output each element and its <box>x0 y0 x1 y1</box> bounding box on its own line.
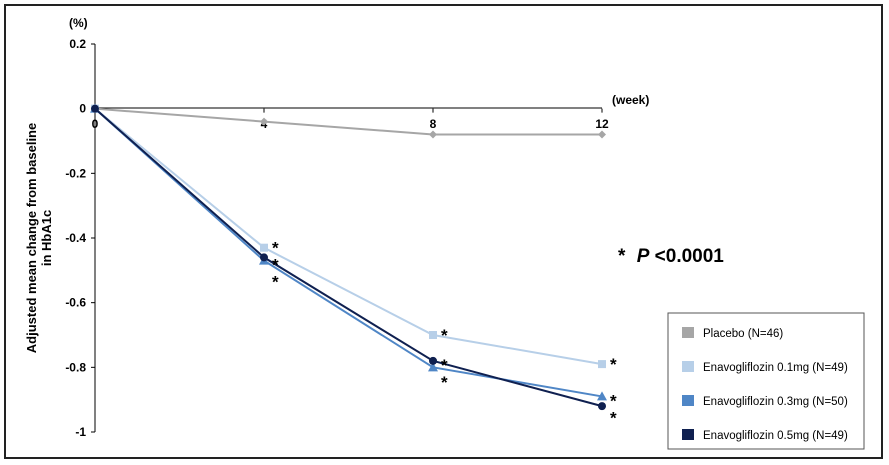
data-point <box>429 130 437 139</box>
y-tick-label: -1 <box>75 425 86 439</box>
y-tick-label: 0.2 <box>69 37 86 51</box>
legend-box <box>667 312 865 450</box>
significance-star: * <box>610 391 617 410</box>
y-tick-label: -0.2 <box>65 166 86 180</box>
y-tick-label: -0.4 <box>65 231 86 245</box>
series-1 <box>91 104 606 369</box>
series-line <box>94 107 603 408</box>
legend-swatch <box>682 327 694 338</box>
significance-star: * <box>441 356 448 375</box>
x-unit-label: (week) <box>612 93 649 107</box>
legend-label: Enavogliflozin 0.5mg (N=49) <box>703 430 848 442</box>
significance-star: * <box>441 373 448 392</box>
significance-star: * <box>272 273 279 292</box>
x-tick-label: 8 <box>430 117 437 131</box>
y-tick-label: -0.6 <box>65 296 86 310</box>
legend-swatch <box>682 395 694 406</box>
data-point <box>429 356 437 365</box>
significance-note-value: <0.0001 <box>655 246 725 267</box>
legend-label: Enavogliflozin 0.1mg (N=49) <box>703 362 848 374</box>
series-line <box>94 107 602 136</box>
significance-note: * P <0.0001 <box>618 246 724 267</box>
legend-item: Placebo (N=46) <box>682 327 783 340</box>
legend-swatch <box>682 429 694 440</box>
legend-item: Enavogliflozin 0.1mg (N=49) <box>682 361 848 374</box>
significance-star: * <box>441 326 448 345</box>
series-0 <box>91 104 606 139</box>
data-point <box>260 253 268 262</box>
y-tick-label: 0 <box>79 102 86 116</box>
y-axis-title-line2: in HbA1c <box>39 210 54 266</box>
legend-label: Placebo (N=46) <box>703 328 783 340</box>
significance-note-p: P <box>637 246 650 267</box>
y-tick-label: -0.8 <box>65 360 86 374</box>
y-unit-label: (%) <box>69 16 88 30</box>
significance-star: * <box>610 355 617 374</box>
significance-star: * <box>610 408 617 427</box>
x-tick-label: 12 <box>595 117 609 131</box>
data-point <box>598 402 606 411</box>
legend-label: Enavogliflozin 0.3mg (N=50) <box>703 396 848 408</box>
data-point <box>428 362 438 372</box>
significance-star: * <box>272 239 279 258</box>
x-tick-label: 0 <box>92 117 99 131</box>
series-line <box>94 107 603 398</box>
series-3 <box>91 104 606 411</box>
legend-item: Enavogliflozin 0.3mg (N=50) <box>682 395 848 408</box>
data-point <box>91 104 99 113</box>
significance-star: * <box>272 256 279 275</box>
data-point <box>598 360 606 369</box>
legend-swatch <box>682 361 694 372</box>
y-axis-title-line1: Adjusted mean change from baseline <box>24 123 39 353</box>
legend-item: Enavogliflozin 0.5mg (N=49) <box>682 429 848 442</box>
series-2 <box>90 103 607 401</box>
data-point <box>260 243 268 252</box>
data-point <box>597 391 607 401</box>
data-point <box>429 331 437 339</box>
series-line <box>94 107 603 366</box>
data-point <box>260 117 268 126</box>
significance-note-star: * <box>618 246 626 267</box>
data-point <box>598 130 606 139</box>
